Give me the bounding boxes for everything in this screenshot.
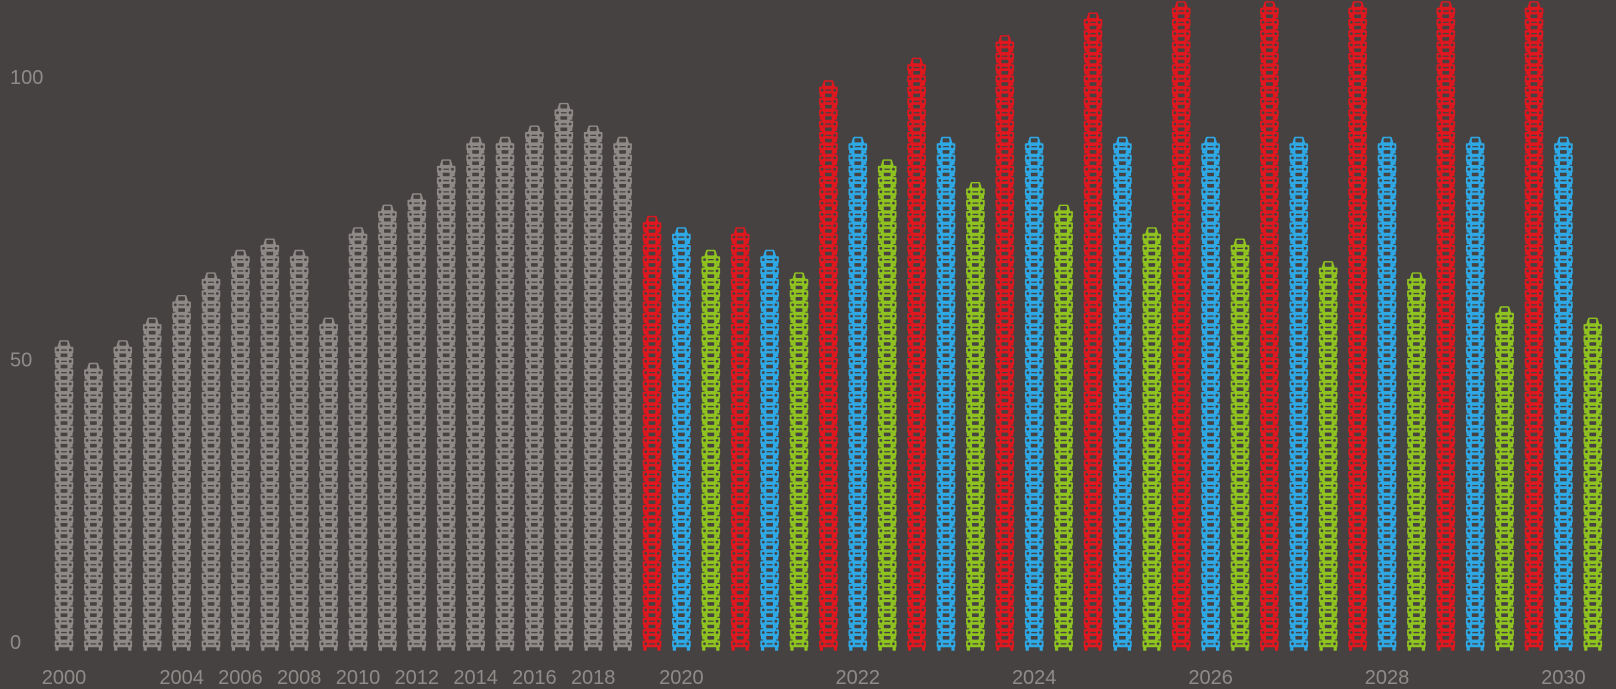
x-tick-label: 2016 xyxy=(512,667,557,689)
bar-green-2025 xyxy=(1142,227,1162,651)
bar-historical-2005 xyxy=(201,272,221,651)
x-tick-label: 2004 xyxy=(159,667,204,689)
bar-historical-2001 xyxy=(84,362,103,651)
bar-green-2023 xyxy=(966,182,985,651)
bar-historical-2009 xyxy=(319,317,338,651)
bar-blue-2025 xyxy=(1113,136,1132,651)
y-tick-label: 50 xyxy=(10,350,32,372)
x-tick-label: 2012 xyxy=(395,667,440,689)
bar-blue-2023 xyxy=(936,136,956,651)
bar-historical-2000 xyxy=(54,340,74,651)
x-tick-label: 2022 xyxy=(836,667,881,689)
x-tick-label: 2026 xyxy=(1188,667,1233,689)
x-tick-label: 2014 xyxy=(453,667,498,689)
bar-historical-2012 xyxy=(407,193,427,651)
bar-blue-2028 xyxy=(1377,136,1397,651)
bar-blue-2024 xyxy=(1024,136,1044,651)
bar-red-2027 xyxy=(1260,1,1279,651)
x-tick-label: 2010 xyxy=(336,667,381,689)
bar-blue-2027 xyxy=(1289,136,1309,651)
x-tick-label: 2006 xyxy=(218,667,263,689)
bar-green-2022 xyxy=(877,159,897,651)
bar-green-2024 xyxy=(1054,204,1073,651)
pictogram-columns xyxy=(54,1,1603,651)
bar-green-2020 xyxy=(701,249,721,651)
bar-red-2029 xyxy=(1436,1,1456,651)
bar-historical-2010 xyxy=(348,227,368,651)
bar-historical-2019 xyxy=(613,136,632,651)
bar-blue-2021 xyxy=(760,249,779,651)
bar-historical-2008 xyxy=(289,249,309,651)
bar-historical-2013 xyxy=(436,159,456,651)
x-tick-label: 2024 xyxy=(1012,667,1057,689)
bar-green-2028 xyxy=(1407,272,1426,651)
bar-green-2027 xyxy=(1318,261,1338,651)
bar-historical-2018 xyxy=(583,125,603,651)
bar-historical-2011 xyxy=(378,204,397,651)
bar-red-2023 xyxy=(907,57,926,651)
bar-historical-2015 xyxy=(495,136,515,651)
bar-historical-2002 xyxy=(113,340,133,651)
x-axis: 2000 2004 2006 2008 2010 2012 2014 2016 2018 2020… xyxy=(42,667,1586,689)
bar-red-2024 xyxy=(995,35,1015,651)
bar-green-2026 xyxy=(1230,238,1250,651)
bar-blue-2026 xyxy=(1201,136,1220,651)
y-tick-label: 100 xyxy=(10,67,43,89)
bar-blue-2022 xyxy=(848,136,868,651)
bar-historical-2016 xyxy=(525,125,544,651)
y-axis: 0 50 100 xyxy=(10,67,43,654)
bar-blue-2020 xyxy=(672,227,691,651)
x-tick-label: 2018 xyxy=(571,667,616,689)
bar-historical-2004 xyxy=(172,295,191,651)
bar-historical-2003 xyxy=(142,317,162,651)
x-tick-label: 2030 xyxy=(1541,667,1586,689)
bar-blue-2030 xyxy=(1554,136,1573,651)
x-tick-label: 2020 xyxy=(659,667,704,689)
bar-red-2026 xyxy=(1171,1,1191,651)
bar-green-2030 xyxy=(1583,317,1603,651)
bar-historical-2007 xyxy=(260,238,280,651)
bar-red-2021 xyxy=(730,227,750,651)
x-tick-label: 2008 xyxy=(277,667,322,689)
bar-historical-2014 xyxy=(466,136,485,651)
x-tick-label: 2028 xyxy=(1365,667,1410,689)
bar-red-2030 xyxy=(1524,1,1544,651)
bar-red-2020 xyxy=(642,215,662,651)
bar-historical-2017 xyxy=(554,102,574,651)
bar-historical-2006 xyxy=(231,249,250,651)
y-tick-label: 0 xyxy=(10,632,21,654)
bar-blue-2029 xyxy=(1465,136,1485,651)
bar-red-2022 xyxy=(819,80,838,651)
bar-green-2021 xyxy=(789,272,809,651)
bar-green-2029 xyxy=(1495,306,1514,651)
bar-red-2028 xyxy=(1348,1,1367,651)
bar-red-2025 xyxy=(1083,12,1103,651)
x-tick-label: 2000 xyxy=(42,667,87,689)
